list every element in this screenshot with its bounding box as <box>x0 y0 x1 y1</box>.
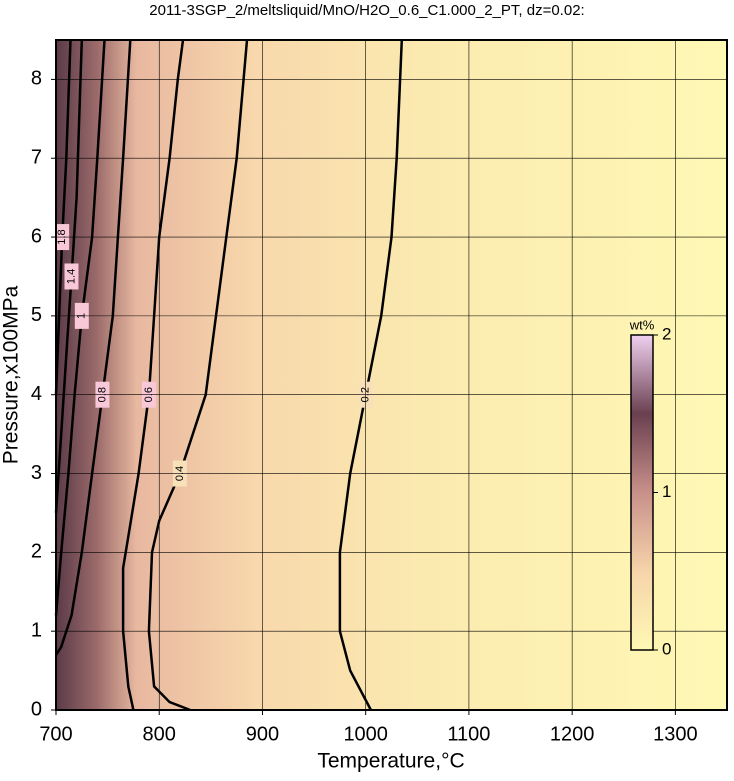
colorbar-label: wt% <box>629 317 655 332</box>
y-tick-label: 8 <box>31 68 42 90</box>
y-axis-label: Pressure,x100MPa <box>0 285 23 464</box>
colorbar-tick-label: 2 <box>662 324 671 343</box>
y-tick-label: 3 <box>31 462 42 484</box>
contour-line <box>54 39 106 616</box>
y-tick-label: 1 <box>31 619 42 641</box>
x-tick-label: 1300 <box>653 723 698 745</box>
y-tick-label: 4 <box>31 383 42 405</box>
contour-label-bg <box>64 263 79 290</box>
y-tick-label: 7 <box>31 147 42 169</box>
y-tick-label: 5 <box>31 304 42 326</box>
chart-title: 2011-3SGP_2/meltsliquid/MnO/H2O_0.6_C1.0… <box>149 2 584 19</box>
x-tick-label: 1200 <box>550 723 595 745</box>
colorbar-tick-label: 1 <box>662 482 671 501</box>
x-tick-label: 1000 <box>343 723 388 745</box>
y-tick-label: 6 <box>31 225 42 247</box>
x-tick-label: 1100 <box>447 723 490 745</box>
contour-label: 1.4 <box>65 269 77 284</box>
x-tick-label: 700 <box>39 723 72 745</box>
plot-frame <box>55 39 728 711</box>
x-tick-label: 800 <box>143 723 176 745</box>
y-tick-label: 2 <box>31 541 42 563</box>
colorbar-tick-label: 0 <box>662 639 671 658</box>
field <box>56 40 727 710</box>
contour-line <box>147 39 249 712</box>
y-tick-label: 0 <box>31 698 42 720</box>
x-tick-label: 900 <box>246 723 279 745</box>
colorbar <box>630 334 654 651</box>
x-axis-label: Temperature,°C <box>317 750 464 773</box>
contour-line <box>121 39 185 711</box>
contour-line <box>338 39 404 711</box>
